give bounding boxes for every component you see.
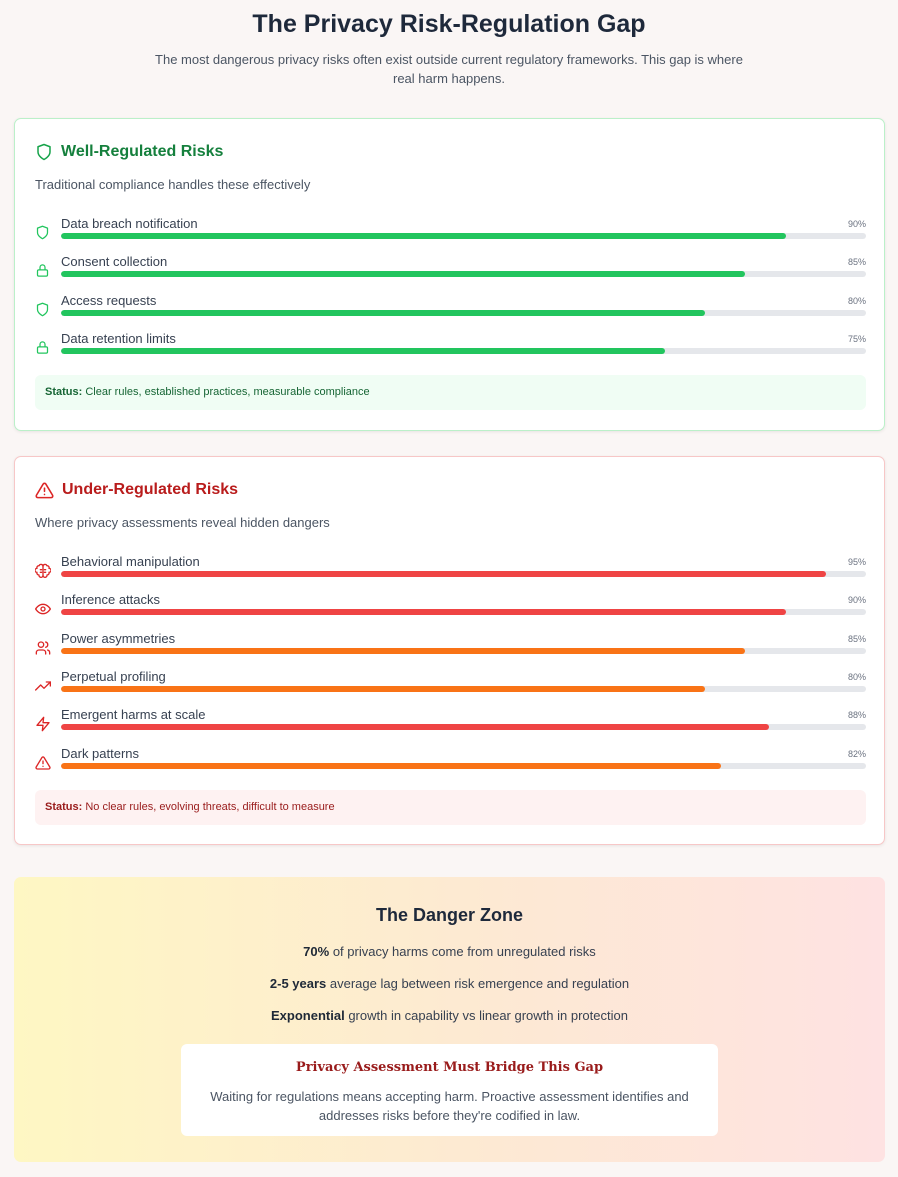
risk-percent: 85% [847,257,866,267]
risk-progress-fill [61,609,786,615]
risk-label: Data retention limits [61,331,176,346]
lightning-icon [35,716,51,732]
risk-progress-track [61,233,866,239]
danger-fact: 2-5 years average lag between risk emerg… [14,976,885,991]
under-regulated-title: Under-Regulated Risks [62,481,239,498]
risk-progress-track [61,571,866,577]
risk-row: Emergent harms at scale 88% [35,707,866,740]
risk-progress-fill [61,271,746,277]
warning-icon [35,481,54,500]
risk-progress-track [61,310,866,316]
risk-label: Access requests [61,293,157,308]
well-regulated-title: Well-Regulated Risks [61,143,224,160]
risk-row: Perpetual profiling 80% [35,669,866,702]
well-regulated-card: Well-Regulated Risks Traditional complia… [14,118,885,431]
risk-progress-track [61,648,866,654]
risk-label: Emergent harms at scale [61,707,206,722]
risk-row: Access requests 80% [35,293,866,326]
brain-icon [35,563,51,579]
risk-label: Behavioral manipulation [61,554,200,569]
well-regulated-status: Status: Clear rules, established practic… [35,375,866,410]
risk-row: Power asymmetries 85% [35,631,866,664]
risk-label: Dark patterns [61,746,140,761]
risk-progress-track [61,763,866,769]
under-regulated-card: Under-Regulated Risks Where privacy asse… [14,456,885,845]
risk-progress-track [61,686,866,692]
risk-progress-track [61,724,866,730]
risk-row: Behavioral manipulation 95% [35,554,866,587]
risk-progress-fill [61,348,665,354]
danger-zone-panel: The Danger Zone 70% of privacy harms com… [14,877,885,1162]
danger-fact: Exponential growth in capability vs line… [14,1008,885,1023]
risk-label: Perpetual profiling [61,669,166,684]
users-icon [35,640,51,656]
bridge-callout-title: Privacy Assessment Must Bridge This Gap [295,1060,604,1075]
risk-progress-fill [61,310,705,316]
danger-zone-title: The Danger Zone [375,905,523,925]
risk-row: Data retention limits 75% [35,331,866,364]
page-subtitle: The most dangerous privacy risks often e… [155,52,743,86]
risk-progress-fill [61,724,770,730]
eye-icon [35,601,51,617]
risk-percent: 88% [847,710,866,720]
danger-fact-text: of privacy harms come from unregulated r… [329,944,596,959]
risk-percent: 90% [847,219,866,229]
under-regulated-header: Under-Regulated Risks [35,479,238,501]
risk-percent: 80% [847,672,866,682]
lock-icon [35,263,51,279]
well-regulated-description: Traditional compliance handles these eff… [35,177,311,192]
risk-row: Inference attacks 90% [35,592,866,625]
shield-icon [35,225,51,241]
page-title: The Privacy Risk-Regulation Gap [252,10,646,38]
risk-percent: 85% [847,634,866,644]
trending-up-icon [35,678,51,694]
warning-icon [35,755,51,771]
risk-percent: 95% [847,557,866,567]
bridge-callout: Privacy Assessment Must Bridge This Gap … [181,1044,718,1136]
risk-progress-fill [61,763,722,769]
risk-label: Power asymmetries [61,631,176,646]
risk-progress-track [61,609,866,615]
risk-percent: 80% [847,296,866,306]
lock-icon [35,340,51,356]
risk-label: Consent collection [61,254,168,269]
risk-progress-track [61,348,866,354]
risk-label: Data breach notification [61,216,198,231]
danger-fact-text: average lag between risk emergence and r… [326,976,630,991]
well-regulated-header: Well-Regulated Risks [35,141,223,163]
status-text: No clear rules, evolving threats, diffic… [85,801,335,813]
risk-row: Data breach notification 90% [35,216,866,249]
risk-label: Inference attacks [61,592,160,607]
risk-progress-fill [61,233,786,239]
under-regulated-status: Status: No clear rules, evolving threats… [35,790,866,825]
bridge-callout-text: Waiting for regulations means accepting … [210,1089,689,1123]
status-label: Status: [45,386,83,398]
danger-fact: 70% of privacy harms come from unregulat… [14,944,885,959]
risk-row: Dark patterns 82% [35,746,866,779]
risk-percent: 90% [847,595,866,605]
danger-fact-highlight: 70% [303,944,330,959]
under-regulated-description: Where privacy assessments reveal hidden … [35,515,330,530]
risk-progress-track [61,271,866,277]
danger-fact-text: growth in capability vs linear growth in… [344,1008,628,1023]
status-text: Clear rules, established practices, meas… [85,386,370,398]
risk-progress-fill [61,571,826,577]
risk-row: Consent collection 85% [35,254,866,287]
shield-icon [35,302,51,318]
risk-percent: 75% [847,334,866,344]
danger-fact-highlight: 2-5 years [269,976,327,991]
status-label: Status: [45,801,83,813]
shield-icon [35,143,53,161]
risk-progress-fill [61,648,746,654]
risk-percent: 82% [847,749,866,759]
danger-fact-highlight: Exponential [271,1008,345,1023]
risk-progress-fill [61,686,705,692]
